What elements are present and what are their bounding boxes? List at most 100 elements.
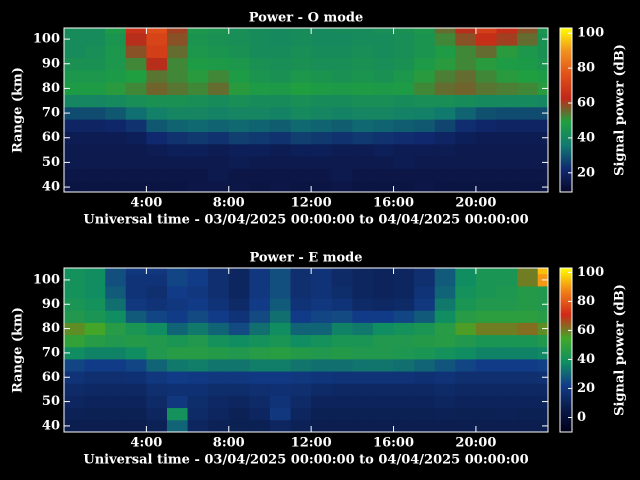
heatmap-cell: [455, 45, 477, 58]
heatmap-cell: [166, 268, 188, 275]
heatmap-cell: [434, 383, 456, 396]
heatmap-cell: [496, 395, 518, 409]
heatmap-cell: [228, 143, 250, 157]
heatmap-cell: [166, 94, 188, 108]
heatmap-cell: [517, 334, 539, 348]
heatmap-cell: [146, 286, 168, 299]
heatmap-cell: [455, 346, 477, 360]
heatmap-cell: [517, 273, 539, 287]
heatmap-cell: [414, 322, 436, 336]
heatmap-cell: [372, 383, 394, 396]
heatmap-cell: [146, 371, 168, 384]
heatmap-cell: [269, 371, 291, 384]
heatmap-cell: [187, 82, 209, 95]
heatmap-cell: [496, 69, 518, 83]
heatmap-cell: [475, 298, 497, 311]
heatmap-cell: [517, 168, 539, 182]
colorbar-tick-label: 40: [577, 130, 595, 145]
heatmap-cell: [84, 82, 106, 95]
heatmap-cell: [496, 106, 518, 120]
heatmap-cell: [269, 286, 291, 299]
heatmap-cell: [208, 156, 230, 169]
heatmap-cell: [105, 407, 127, 421]
heatmap-cell: [105, 106, 127, 120]
heatmap-cell: [269, 28, 291, 34]
heatmap-cell: [455, 57, 477, 71]
heatmap-cell: [475, 322, 497, 336]
heatmap-cell: [166, 180, 188, 192]
heatmap-cell: [331, 310, 353, 323]
heatmap-cell: [208, 322, 230, 336]
heatmap-cell: [414, 310, 436, 323]
heatmap-cell: [311, 383, 333, 396]
heatmap-cell: [455, 334, 477, 348]
heatmap-cell: [537, 383, 548, 396]
heatmap-cell: [146, 407, 168, 421]
heatmap-cell: [249, 131, 271, 145]
heatmap-cell: [290, 168, 312, 182]
heatmap-cell: [166, 310, 188, 323]
heatmap-cell: [434, 82, 456, 95]
heatmap-cell: [64, 106, 85, 120]
heatmap-cell: [414, 57, 436, 71]
heatmap-cell: [208, 359, 230, 372]
x-tick-label: 16:00: [373, 436, 414, 451]
heatmap-cell: [125, 371, 147, 384]
heatmap-cell: [434, 106, 456, 120]
colorbar-label: Signal power (dB): [613, 44, 628, 176]
heatmap-cell: [393, 273, 415, 287]
heatmap-cell: [105, 131, 127, 145]
heatmap-cell: [208, 57, 230, 71]
colorbar: [559, 27, 573, 193]
heatmap-cell: [475, 119, 497, 132]
heatmap-cell: [64, 419, 85, 432]
heatmap-cell: [125, 45, 147, 58]
heatmap-cell: [290, 119, 312, 132]
heatmap-cell: [105, 119, 127, 132]
heatmap-cell: [228, 383, 250, 396]
heatmap-cell: [290, 334, 312, 348]
heatmap-cell: [372, 45, 394, 58]
heatmap-cell: [434, 407, 456, 421]
heatmap-cell: [146, 131, 168, 145]
heatmap-cell: [125, 268, 147, 275]
heatmap-cell: [166, 371, 188, 384]
heatmap-cell: [517, 419, 539, 432]
heatmap-cell: [269, 334, 291, 348]
heatmap-cell: [537, 119, 548, 132]
heatmap-cell: [64, 310, 85, 323]
heatmap-cell: [228, 180, 250, 192]
heatmap-cell: [434, 180, 456, 192]
y-tick-label: 70: [42, 106, 60, 121]
heatmap-cell: [187, 168, 209, 182]
x-tick-label: 8:00: [213, 436, 245, 451]
x-tick-label: 8:00: [213, 196, 245, 211]
heatmap-cell: [290, 371, 312, 384]
heatmap-cell: [496, 268, 518, 275]
heatmap-cell: [455, 131, 477, 145]
heatmap-cell: [125, 156, 147, 169]
heatmap-cell: [311, 310, 333, 323]
heatmap-cell: [84, 156, 106, 169]
heatmap-cell: [496, 94, 518, 108]
heatmap-cell: [517, 346, 539, 360]
y-tick-label: 50: [42, 155, 60, 170]
heatmap-cell: [290, 346, 312, 360]
heatmap-cell: [331, 395, 353, 409]
heatmap-cell: [517, 119, 539, 132]
heatmap-cell: [105, 322, 127, 336]
heatmap-cell: [311, 94, 333, 108]
heatmap-cell: [537, 143, 548, 157]
heatmap-cell: [311, 106, 333, 120]
colorbar-tick-label: 40: [577, 352, 595, 367]
heatmap-cell: [496, 371, 518, 384]
heatmap-cell: [455, 82, 477, 95]
colorbar-tick-label: 80: [577, 294, 595, 309]
heatmap-cell: [84, 310, 106, 323]
heatmap-cell: [269, 310, 291, 323]
heatmap-cell: [414, 28, 436, 34]
heatmap-cell: [372, 359, 394, 372]
heatmap-cell: [475, 407, 497, 421]
heatmap-cell: [84, 419, 106, 432]
heatmap-cell: [228, 32, 250, 46]
